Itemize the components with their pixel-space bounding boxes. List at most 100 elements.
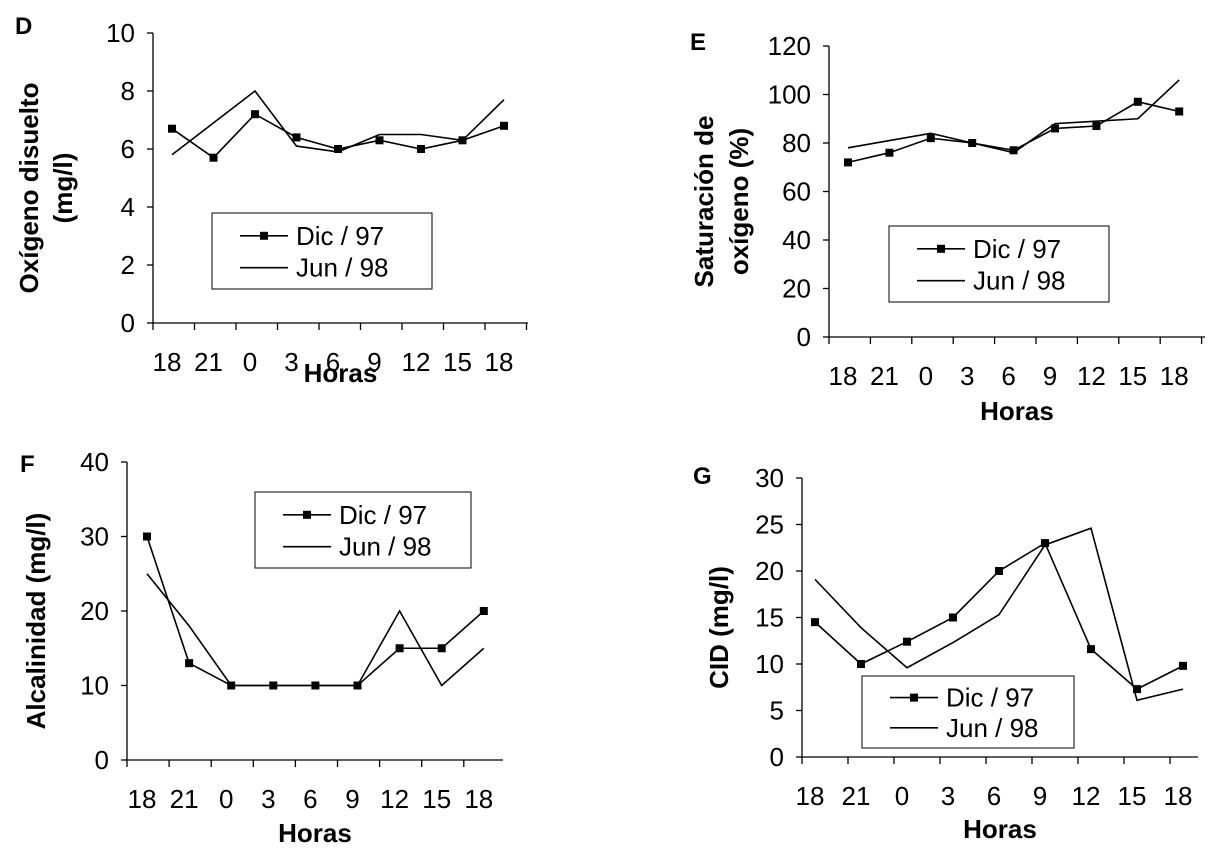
data-point-marker [811,618,819,627]
x-tick-label: 21 [194,347,223,377]
y-tick-label: 60 [782,177,811,207]
data-point-marker [1133,97,1142,106]
x-tick-label: 0 [919,361,933,391]
panel-label: E [690,29,706,56]
x-axis-title: Horas [278,818,352,848]
x-tick-label: 18 [128,784,157,814]
data-point-marker [437,644,446,653]
x-tick-label: 6 [326,347,340,377]
series-line-jun-98 [146,573,485,687]
y-tick-label: 4 [121,192,135,222]
data-point-marker [185,659,194,668]
legend-label: Jun / 98 [296,253,389,283]
data-point-marker [1087,645,1095,654]
y-tick-label: 0 [797,322,811,352]
x-tick-label: 6 [1001,361,1015,391]
series-line-jun-98 [171,89,505,156]
data-point-marker [168,124,176,133]
x-tick-label: 3 [261,784,275,814]
x-tick-label: 12 [1077,361,1106,391]
legend-label: Jun / 98 [973,266,1066,296]
legend-label: Jun / 98 [946,713,1039,743]
x-tick-label: 18 [829,361,858,391]
x-tick-label: 18 [1164,781,1193,811]
x-tick-label: 18 [485,347,514,377]
data-point-marker [417,145,425,153]
data-point-marker [903,637,911,646]
data-point-marker [857,660,865,668]
data-point-marker [1009,146,1018,155]
data-point-marker [500,121,508,130]
x-tick-label: 0 [243,347,257,377]
data-point-marker [334,145,342,153]
panel-label: F [20,451,35,478]
x-tick-label: 18 [1160,361,1189,391]
y-tick-label: 80 [782,128,811,158]
data-point-marker [479,607,488,615]
legend-swatch-marker [910,693,918,702]
y-axis-title: CID (mg/l) [704,566,734,689]
legend-swatch-marker [937,244,945,253]
y-tick-label: 8 [121,76,135,106]
x-tick-label: 12 [380,784,409,814]
x-tick-label: 12 [1072,781,1101,811]
y-tick-label: 120 [768,31,811,61]
y-tick-label: 30 [755,463,784,493]
y-tick-label: 20 [80,596,109,626]
y-tick-label: 0 [95,745,109,775]
y-axis-title: Saturación de [689,116,719,288]
legend-label: Dic / 97 [339,500,427,530]
data-point-marker [292,133,301,142]
x-tick-label: 0 [895,781,909,811]
x-tick-label: 9 [345,784,359,814]
x-tick-label: 15 [443,347,472,377]
data-point-marker [1175,107,1184,116]
legend-swatch-marker [303,510,311,519]
y-axis-title: Alcalinidad (mg/l) [21,513,51,730]
legend-box [254,491,472,569]
data-point-marker [209,153,218,162]
x-tick-label: 21 [170,784,199,814]
x-tick-label: 18 [464,784,493,814]
x-tick-label: 3 [960,361,974,391]
panel-label: D [15,13,32,40]
x-tick-label: 15 [1118,781,1147,811]
x-tick-label: 18 [153,347,182,377]
legend-swatch-marker [260,231,268,240]
x-axis-title: Horas [304,358,378,388]
y-tick-label: 30 [80,522,109,552]
y-tick-label: 100 [768,80,811,110]
x-tick-label: 9 [1043,361,1057,391]
data-point-marker [251,110,259,119]
x-tick-label: 21 [842,781,871,811]
x-tick-label: 15 [422,784,451,814]
x-tick-label: 15 [1118,361,1147,391]
legend-label: Dic / 97 [946,683,1034,713]
data-point-marker [1179,661,1187,670]
data-point-marker [1051,124,1059,133]
data-point-marker [1092,122,1101,131]
data-point-marker [395,644,404,653]
chart-panel-g: G 0 5 10 15 20 25 30 18 21 0 3 6 9 12 15 18 Horas CID (mg/… [693,463,1198,844]
y-axis-title: Oxígeno disuelto [14,83,44,294]
legend-box [861,675,1075,749]
x-axis-title: Horas [963,814,1037,844]
x-tick-label: 3 [941,781,955,811]
panel-label: G [693,463,712,490]
data-point-marker [375,136,384,145]
y-axis-title: (mg/l) [48,153,78,224]
y-tick-label: 40 [80,447,109,477]
y-tick-label: 0 [770,742,784,772]
x-tick-label: 21 [870,361,899,391]
y-axis-title: oxígeno (%) [724,128,754,275]
legend-box [211,212,433,290]
y-tick-label: 15 [755,603,784,633]
data-point-marker [844,158,852,167]
x-tick-label: 6 [987,781,1001,811]
y-tick-label: 2 [121,250,135,280]
x-tick-label: 0 [219,784,233,814]
series-line-jun-98 [847,79,1180,154]
